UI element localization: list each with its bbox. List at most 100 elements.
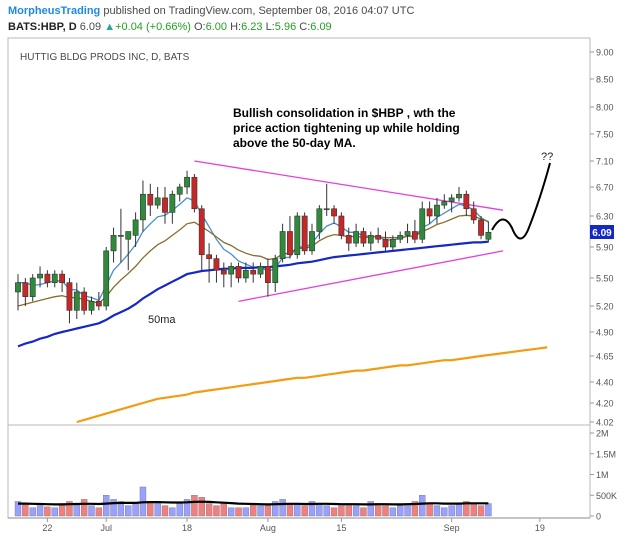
- candle-body: [154, 197, 161, 206]
- chart-header: MorpheusTrading published on TradingView…: [0, 0, 629, 36]
- candle-body: [448, 197, 455, 202]
- candle-body: [316, 208, 323, 232]
- candle-body: [411, 231, 418, 240]
- candle-body: [95, 301, 102, 307]
- volume-bar: [147, 501, 154, 517]
- time-tick-label: 15: [336, 523, 346, 533]
- candle-body: [309, 231, 315, 252]
- candle-body: [206, 254, 212, 259]
- ohlc-o: 6.00: [205, 21, 228, 33]
- annotation-line-3: above the 50-day MA.: [233, 136, 356, 150]
- volume-bar: [286, 503, 294, 517]
- price-tick-label: 4.40: [596, 378, 614, 388]
- candle-body: [301, 215, 308, 252]
- volume-bar: [426, 503, 433, 517]
- volume-bar: [110, 499, 117, 517]
- candle-body: [162, 197, 168, 213]
- price-tick-label: 6.70: [596, 183, 614, 193]
- ohlc-c: 6.09: [310, 21, 332, 33]
- symbol-text[interactable]: BATS:HBP, D: [8, 21, 77, 33]
- candle-body: [338, 215, 345, 236]
- ohlc-o-label: O:: [194, 21, 206, 33]
- time-tick-label: Sep: [444, 523, 460, 533]
- candle-body: [485, 231, 492, 240]
- candle-body: [257, 266, 264, 275]
- volume-bar: [338, 505, 345, 517]
- volume-bar: [249, 503, 257, 517]
- volume-bar: [294, 503, 301, 517]
- candle-body: [426, 208, 433, 217]
- candle-body: [345, 235, 352, 244]
- candle-body: [37, 273, 43, 279]
- volume-bar: [176, 503, 183, 517]
- volume-bar: [389, 507, 397, 517]
- candle-body: [323, 208, 330, 211]
- volume-bar: [44, 506, 51, 517]
- volume-bar: [463, 501, 470, 517]
- volume-bar: [308, 501, 316, 517]
- volume-bar: [279, 499, 286, 517]
- projection-curve: [491, 162, 551, 240]
- price-tick-label: 7.50: [596, 130, 614, 140]
- volume-bar: [360, 507, 367, 517]
- volume-bar: [73, 503, 81, 517]
- volume-bar: [316, 503, 323, 517]
- time-tick-label: Jul: [100, 523, 112, 533]
- candle-body: [419, 208, 426, 240]
- volume-bar: [169, 507, 176, 517]
- trendline-lower: [238, 250, 504, 302]
- volume-bar: [22, 503, 29, 517]
- candle-body: [470, 208, 477, 221]
- author-link[interactable]: MorpheusTrading: [8, 5, 101, 17]
- ohlc-l: 5.96: [274, 21, 297, 33]
- ma50-label: 50ma: [148, 314, 176, 326]
- volume-bar: [272, 501, 279, 517]
- volume-ma-line: [18, 500, 489, 506]
- candle-body: [397, 235, 404, 240]
- candle-body: [294, 215, 301, 256]
- time-tick-label: 19: [535, 523, 545, 533]
- volume-bar: [352, 505, 360, 517]
- price-tick-label: 4.90: [596, 328, 614, 338]
- volume-bar: [183, 499, 191, 517]
- candle-body: [242, 269, 249, 279]
- candle-body: [132, 219, 139, 236]
- candle-body: [463, 193, 470, 210]
- candle-body: [264, 266, 271, 283]
- candle-body: [118, 235, 124, 237]
- annotation-line-1: Bullish consolidation in $HBP , wth the: [233, 106, 456, 120]
- volume-bar: [323, 505, 330, 517]
- candle-body: [367, 235, 374, 244]
- candle-body: [44, 273, 51, 283]
- candle-body: [103, 250, 110, 307]
- candle-body: [272, 258, 279, 283]
- price-tick-label: 7.10: [596, 157, 614, 167]
- candle-body: [375, 235, 382, 240]
- volume-bar: [198, 497, 205, 517]
- volume-bar: [117, 501, 125, 517]
- volume-bar: [132, 503, 139, 517]
- volume-tick-label: 2M: [596, 429, 609, 439]
- price-tick-label: 5.20: [596, 302, 614, 312]
- volume-bar: [411, 501, 419, 517]
- candle-body: [140, 193, 146, 221]
- volume-bar: [470, 503, 477, 517]
- volume-bar: [51, 507, 58, 517]
- volume-bar: [441, 507, 448, 517]
- candle-body: [441, 201, 448, 206]
- volume-bar: [419, 495, 426, 517]
- candle-body: [191, 176, 198, 210]
- last-price-badge-text: 6.09: [592, 228, 612, 239]
- volume-bar: [242, 507, 250, 517]
- volume-bar: [161, 505, 169, 517]
- candle-body: [404, 231, 411, 236]
- chart-title: HUTTIG BLDG PRODS INC, D, BATS: [20, 52, 190, 63]
- volume-bar: [257, 505, 264, 517]
- volume-bar: [227, 507, 235, 517]
- ohlc-h-label: H:: [230, 21, 242, 33]
- price-tick-label: 5.50: [596, 274, 614, 284]
- candle-body: [125, 231, 132, 240]
- publish-line: MorpheusTrading published on TradingView…: [8, 5, 414, 17]
- candle-body: [73, 291, 80, 311]
